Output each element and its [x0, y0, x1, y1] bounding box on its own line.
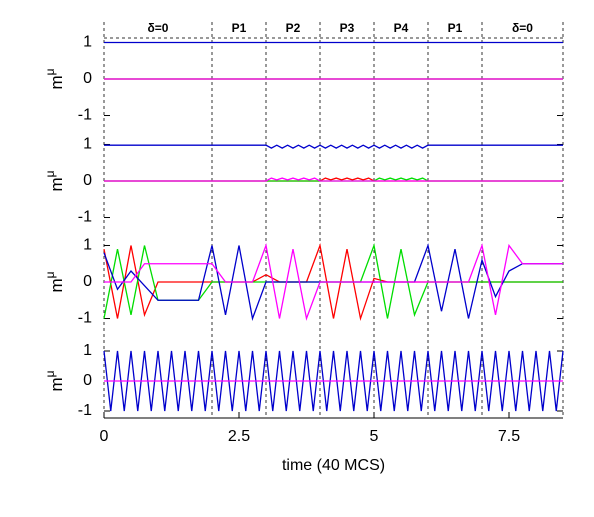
y-tick-label: 0 [83, 372, 92, 389]
y-axis-label-base: m [47, 278, 66, 292]
y-axis-label-base: m [47, 377, 66, 391]
x-tick-label: 7.5 [498, 428, 520, 445]
y-axis-label-sup: μ [43, 170, 57, 177]
y-tick-label: 1 [83, 342, 92, 359]
y-tick-label: -1 [78, 402, 92, 419]
y-tick-label: 1 [83, 237, 92, 254]
series-line [103, 350, 564, 412]
y-axis-label: mμ [43, 271, 66, 292]
y-tick-label: -1 [78, 310, 92, 327]
y-axis-label-base: m [47, 75, 66, 89]
phase-label: P1 [448, 21, 463, 35]
series-line [104, 177, 563, 182]
phase-label: P3 [340, 21, 355, 35]
y-tick-label: 1 [83, 136, 92, 153]
x-tick-label: 5 [370, 428, 379, 445]
y-axis-label: mμ [43, 370, 66, 391]
y-axis-label-base: m [47, 177, 66, 191]
phase-label: P1 [232, 21, 247, 35]
y-axis-label-sup: μ [43, 68, 57, 75]
series-line [104, 144, 563, 149]
phase-label: P2 [286, 21, 301, 35]
y-tick-label: 0 [83, 273, 92, 290]
y-tick-label: 1 [83, 34, 92, 51]
phase-label: P4 [394, 21, 409, 35]
y-axis-label-sup: μ [43, 370, 57, 377]
x-tick-label: 0 [100, 428, 109, 445]
x-axis-label: time (40 MCS) [282, 457, 385, 474]
y-axis-label: mμ [43, 68, 66, 89]
series-line [104, 243, 563, 321]
y-tick-label: 0 [83, 172, 92, 189]
phase-label: δ=0 [148, 21, 169, 35]
y-axis-label: mμ [43, 170, 66, 191]
y-tick-label: -1 [78, 107, 92, 124]
y-axis-label-sup: μ [43, 271, 57, 278]
y-tick-label: -1 [78, 209, 92, 226]
phase-label: δ=0 [512, 21, 533, 35]
x-tick-label: 2.5 [228, 428, 250, 445]
y-tick-label: 0 [83, 70, 92, 87]
